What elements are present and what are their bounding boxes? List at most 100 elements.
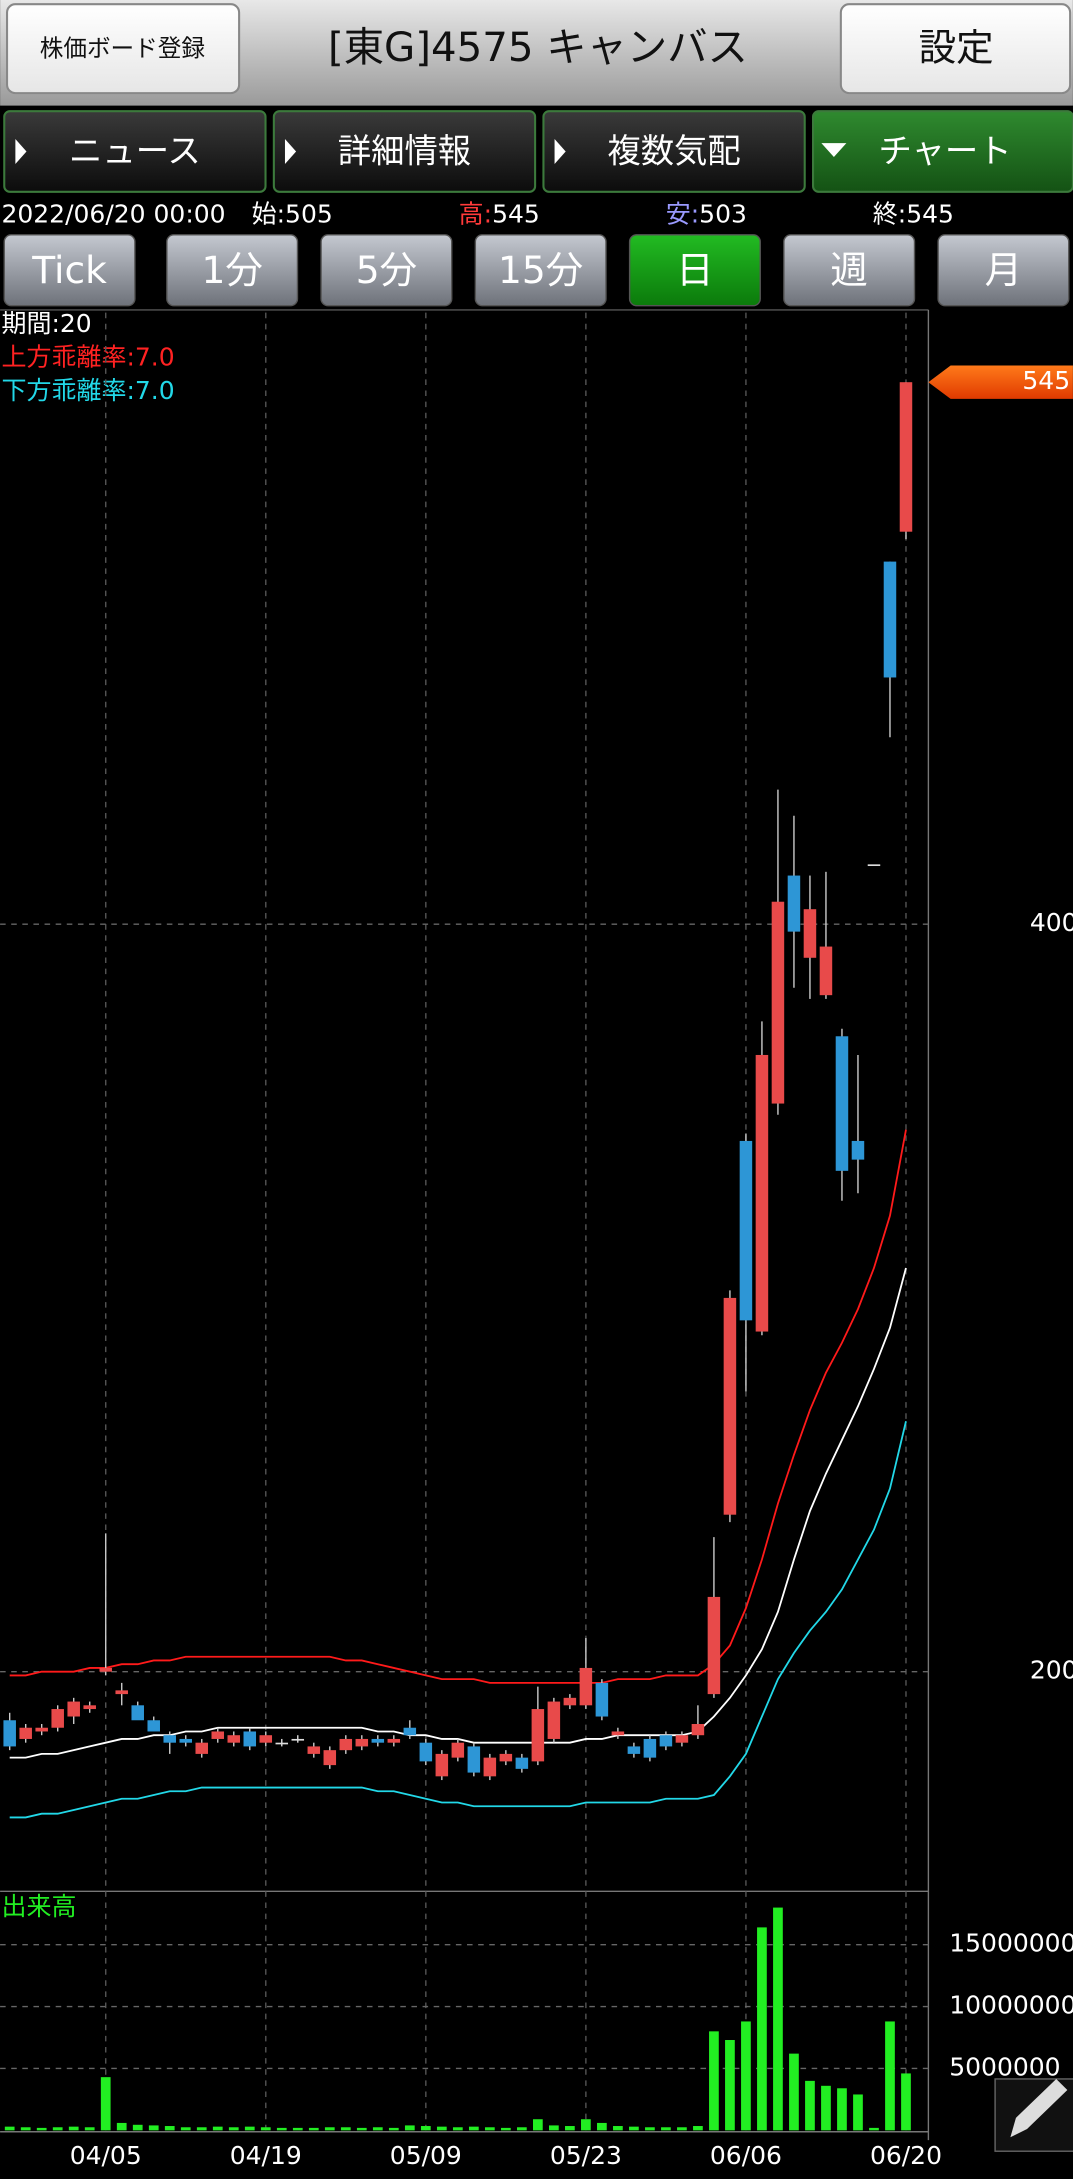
volume-bar [661, 2127, 671, 2131]
volume-bar [68, 2126, 79, 2131]
volume-bar [436, 2126, 447, 2131]
volume-bar [789, 2053, 799, 2131]
tab[interactable] [3, 110, 267, 193]
candle-body [595, 1682, 609, 1717]
candle-body [275, 1742, 289, 1745]
candle-body [179, 1738, 193, 1743]
volume-bar [404, 2125, 415, 2131]
candle-body [435, 1753, 449, 1777]
volume-bar [629, 2126, 639, 2131]
quote-label: 終: [873, 199, 906, 228]
quote-open: 始:505 [252, 199, 333, 228]
period-button-active[interactable] [628, 234, 761, 307]
volume-bar [549, 2125, 559, 2131]
volume-bar [869, 2127, 879, 2131]
volume-bar [356, 2127, 367, 2131]
tab-label: 詳細情報 [338, 131, 471, 170]
period-label: 日 [676, 248, 714, 292]
volume-bar [741, 2021, 751, 2131]
edit-button[interactable] [994, 2078, 1073, 2152]
volume-bar [693, 2126, 703, 2131]
candle-body [563, 1697, 577, 1706]
candle-body [675, 1735, 689, 1743]
candle-body [803, 909, 817, 958]
candle-body [467, 1746, 481, 1773]
quote-value: 545 [906, 199, 954, 228]
volume-bar [853, 2094, 863, 2131]
tab-label: ニュース [69, 131, 201, 170]
candle-body [83, 1705, 96, 1710]
volume-bar [581, 2119, 591, 2131]
volume-bar [116, 2122, 127, 2131]
period-button[interactable] [937, 234, 1070, 307]
volume-label: 出来高 [1, 1892, 76, 1921]
candle-body [643, 1738, 657, 1758]
volume-bar [84, 2127, 95, 2131]
candle-body [899, 382, 913, 532]
period-button[interactable] [320, 234, 453, 307]
plot: 04/05 04/19 05/09 05/23 06/06 06/20 200 400 5000… [0, 312, 1073, 2170]
candle-body [51, 1709, 64, 1728]
tab-bar: ニュース 詳細情報 複数気配 チャート [3, 110, 1073, 193]
quote-label: 安: [666, 199, 699, 228]
volume-bar [340, 2127, 351, 2131]
x-tick-label: 04/19 [230, 2141, 302, 2170]
candle-body [227, 1735, 241, 1743]
volume-bar [420, 2126, 431, 2131]
last-price-tag [928, 365, 1073, 399]
candle-body [371, 1738, 385, 1743]
period-button[interactable] [166, 234, 299, 307]
volume-bar [276, 2127, 287, 2131]
candle-body [307, 1746, 321, 1754]
candle-body [515, 1757, 529, 1769]
candle-body [451, 1742, 465, 1758]
period-button[interactable] [783, 234, 916, 307]
volume-bar [228, 2127, 239, 2131]
volume-bar [212, 2126, 223, 2131]
quote-datetime: 2022/06/20 00:00 [1, 199, 225, 228]
volume-bar [709, 2031, 719, 2131]
period-button[interactable] [3, 234, 136, 307]
period-label: 5分 [356, 248, 417, 292]
volume-bar [901, 2073, 911, 2131]
period-label: 週 [830, 248, 868, 292]
x-tick-label: 05/23 [550, 2141, 622, 2170]
candle-body [611, 1731, 625, 1736]
x-tick-label: 04/05 [70, 2141, 142, 2170]
tab[interactable] [272, 110, 537, 193]
volume-bar [36, 2127, 47, 2131]
x-tick-label: 06/20 [870, 2141, 942, 2170]
volume-bar [532, 2119, 543, 2131]
quote-close: 終:545 [873, 199, 954, 228]
tab[interactable] [542, 110, 806, 193]
indicator-line [9, 1267, 907, 1759]
indicator-label: 期間:20 [1, 309, 91, 338]
volume-bar [292, 2127, 303, 2131]
period-button[interactable] [474, 234, 607, 307]
tab-arrow [554, 138, 566, 164]
candle-body [131, 1705, 144, 1721]
quote-row: 2022/06/20 00:00 始:505 高:545 安:503 終:545 [1, 199, 953, 228]
quote-label: 始: [252, 199, 285, 228]
candle-body [883, 561, 897, 678]
volume-bar [613, 2126, 623, 2131]
candle-body [771, 901, 785, 1104]
register-button[interactable] [5, 3, 241, 95]
volume-bar [324, 2127, 335, 2131]
candle-body [483, 1757, 497, 1777]
volume-bar [20, 2127, 31, 2131]
volume-bar [196, 2127, 207, 2131]
candle-body [499, 1753, 513, 1762]
candle-body [99, 1667, 112, 1672]
x-tick-label: 06/06 [710, 2141, 782, 2170]
volume-bar [260, 2127, 271, 2131]
volume-bar [308, 2127, 319, 2131]
volume-bar [148, 2125, 159, 2131]
x-tick-label: 05/09 [390, 2141, 462, 2170]
volume-tick-label: 15000000 [949, 1929, 1073, 1958]
period-label: 月 [985, 248, 1023, 292]
settings-button[interactable] [839, 3, 1072, 95]
period-label: 15分 [498, 248, 583, 292]
y-tick-label: 400 [1030, 908, 1073, 937]
